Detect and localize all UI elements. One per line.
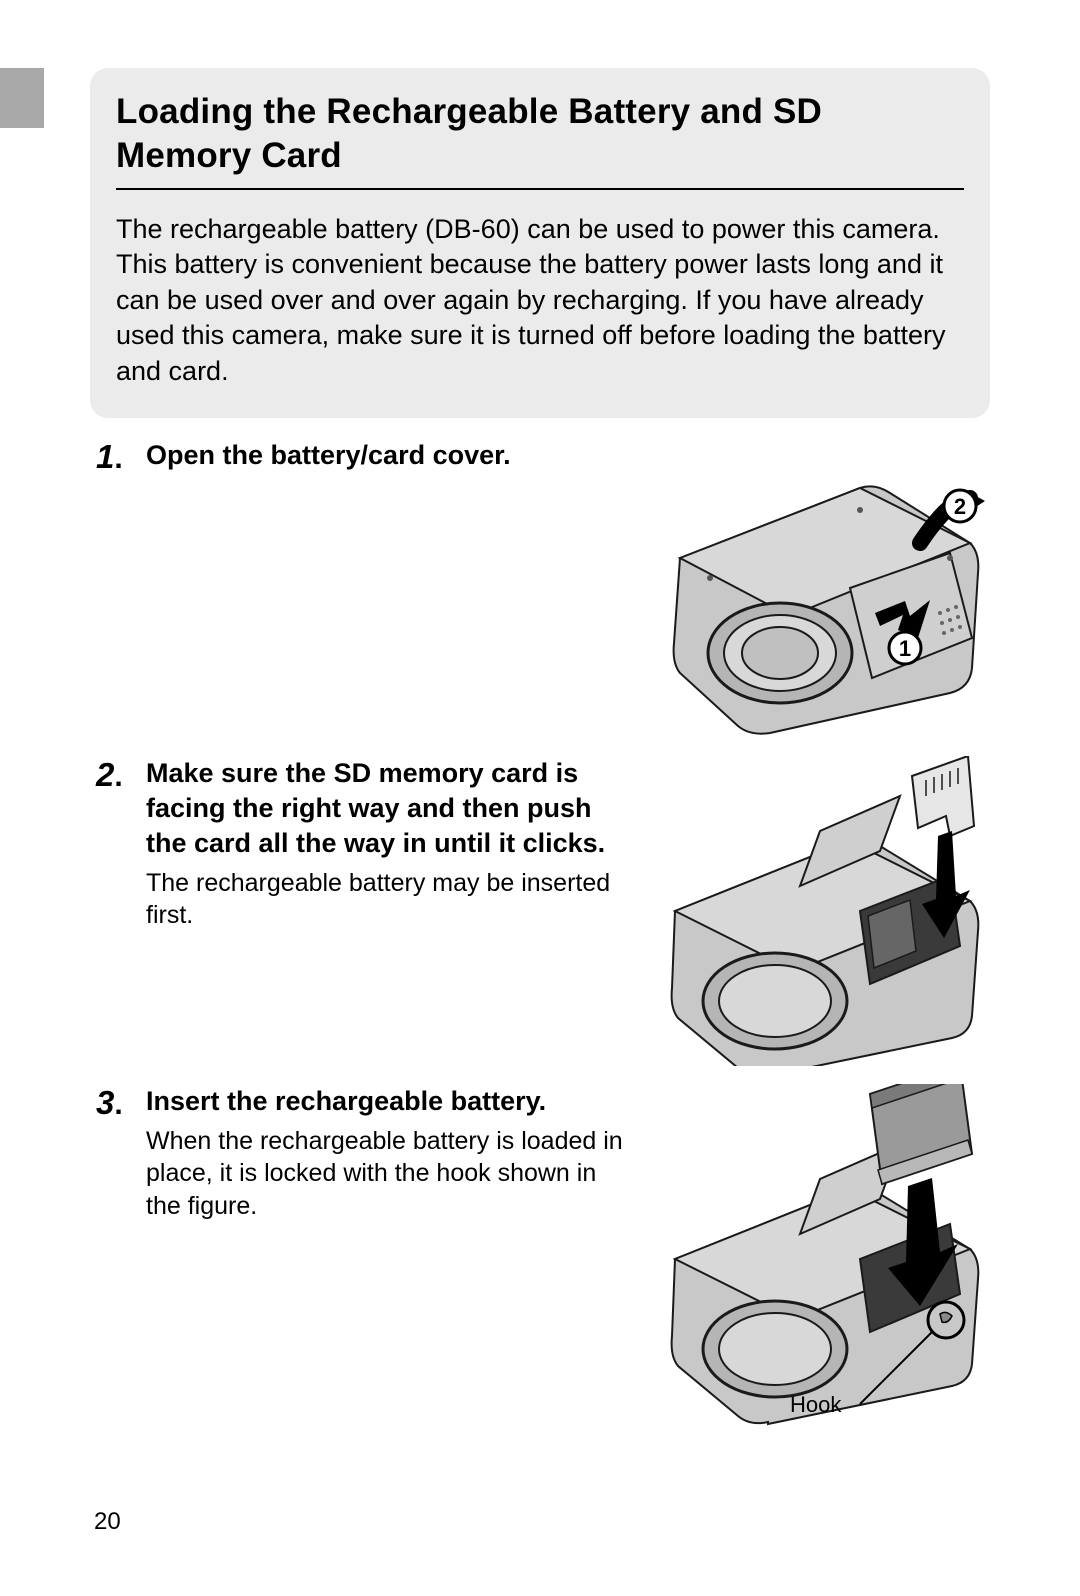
battery-icon [870, 1084, 972, 1184]
step-head: Open the battery/card cover. [146, 438, 634, 473]
step-number-value: 1 [96, 438, 114, 475]
section-header-box: Loading the Rechargeable Battery and SD … [90, 68, 990, 418]
svg-text:1: 1 [899, 636, 911, 661]
page-number: 20 [94, 1508, 121, 1536]
step-3-figure: Hook [650, 1084, 990, 1444]
intro-text: The rechargeable battery (DB-60) can be … [116, 212, 964, 390]
hook-label: Hook [790, 1392, 842, 1417]
step-number-value: 3 [96, 1084, 114, 1121]
step-number: 1. [90, 438, 146, 474]
step-number: 3. [90, 1084, 146, 1120]
step-3: 3. Insert the rechargeable battery. When… [90, 1084, 990, 1444]
section-title: Loading the Rechargeable Battery and SD … [116, 90, 964, 178]
marker-2: 2 [944, 490, 976, 522]
side-tab [0, 68, 44, 128]
step-1-figure: 1 2 [650, 438, 990, 738]
marker-1: 1 [889, 632, 921, 664]
svg-text:2: 2 [954, 494, 966, 519]
step-2: 2. Make sure the SD memory card is facin… [90, 756, 990, 1066]
page: Loading the Rechargeable Battery and SD … [0, 68, 1080, 1596]
title-rule [116, 188, 964, 190]
step-1: 1. Open the battery/card cover. [90, 438, 990, 738]
step-number: 2. [90, 756, 146, 792]
step-head: Make sure the SD memory card is facing t… [146, 756, 634, 861]
step-desc: When the rechargeable battery is loaded … [146, 1125, 634, 1223]
step-desc: The rechargeable battery may be inserted… [146, 867, 634, 932]
sd-card-icon [912, 756, 974, 836]
step-head: Insert the rechargeable battery. [146, 1084, 634, 1119]
step-2-figure [650, 756, 990, 1066]
step-number-value: 2 [96, 756, 114, 793]
steps-list: 1. Open the battery/card cover. [90, 438, 990, 1444]
